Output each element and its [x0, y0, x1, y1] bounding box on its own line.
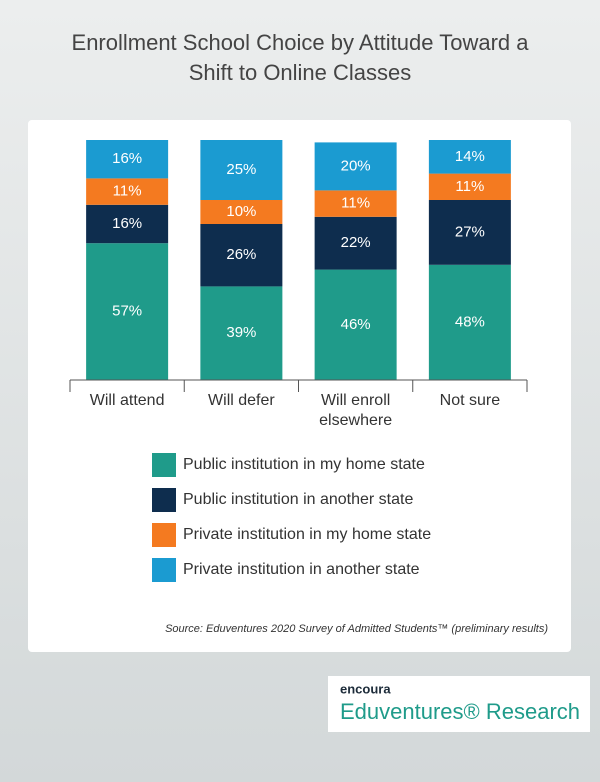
title-box: Enrollment School Choice by Attitude Tow…	[71, 30, 529, 85]
value-label: 11%	[113, 183, 142, 200]
x-tick-label-box: Will enroll elsewhere	[319, 392, 393, 429]
x-tick-label: Will enroll elsewhere	[319, 392, 393, 429]
bar-segment	[428, 200, 511, 265]
legend-swatch	[152, 558, 176, 582]
value-label: 10%	[226, 203, 256, 220]
bar-segment	[200, 200, 283, 224]
value-label: 16%	[112, 215, 142, 232]
bar-segment	[314, 190, 397, 217]
x-tick-label-box: Not sure	[439, 392, 501, 409]
bar-segment	[200, 224, 283, 287]
value-label: 27%	[455, 223, 485, 240]
bar-segment	[86, 140, 169, 179]
value-label: 11%	[455, 178, 484, 195]
legend-label: Public institution in another state	[183, 491, 413, 508]
x-tick-label-box: Will attend	[89, 392, 165, 409]
bar-segment	[428, 173, 511, 200]
bar-segment	[86, 204, 169, 244]
value-label: 16%	[112, 150, 142, 167]
brand-name: Eduventures® Research	[340, 699, 580, 724]
legend-swatch	[152, 523, 176, 547]
value-label: 57%	[112, 303, 142, 320]
value-label: 14%	[455, 148, 485, 165]
bar-segment	[86, 178, 169, 205]
value-label: 26%	[226, 246, 256, 263]
bar-segment	[200, 286, 283, 380]
legend-label: Private institution in my home state	[183, 526, 431, 543]
value-label: 20%	[341, 157, 371, 174]
value-label: 39%	[226, 324, 256, 341]
legend-swatch	[152, 453, 176, 477]
bar-segment	[428, 264, 511, 380]
bar-segment	[314, 216, 397, 270]
value-label: 46%	[341, 316, 371, 333]
value-label: 25%	[226, 161, 256, 178]
chart-title: Enrollment School Choice by Attitude Tow…	[71, 30, 529, 85]
value-label: 22%	[341, 234, 371, 251]
legend-swatch	[152, 488, 176, 512]
x-tick-label: Will defer	[208, 392, 275, 409]
bar-segment	[428, 140, 511, 174]
x-tick-label: Not sure	[439, 392, 501, 409]
source: Source: Eduventures 2020 Survey of Admit…	[165, 623, 548, 635]
legend-label: Private institution in another state	[183, 561, 420, 578]
bar-segment	[86, 243, 169, 380]
x-tick-label-box: Will defer	[208, 392, 275, 409]
bar-segment	[200, 140, 283, 200]
x-tick-label: Will attend	[89, 392, 165, 409]
value-label: 48%	[455, 313, 485, 330]
logo: encoura	[340, 681, 391, 696]
logo-box	[328, 676, 590, 732]
legend-label: Public institution in my home state	[183, 456, 425, 473]
bar-segment	[314, 269, 397, 380]
value-label: 11%	[341, 195, 370, 212]
bar-segment	[314, 142, 397, 191]
